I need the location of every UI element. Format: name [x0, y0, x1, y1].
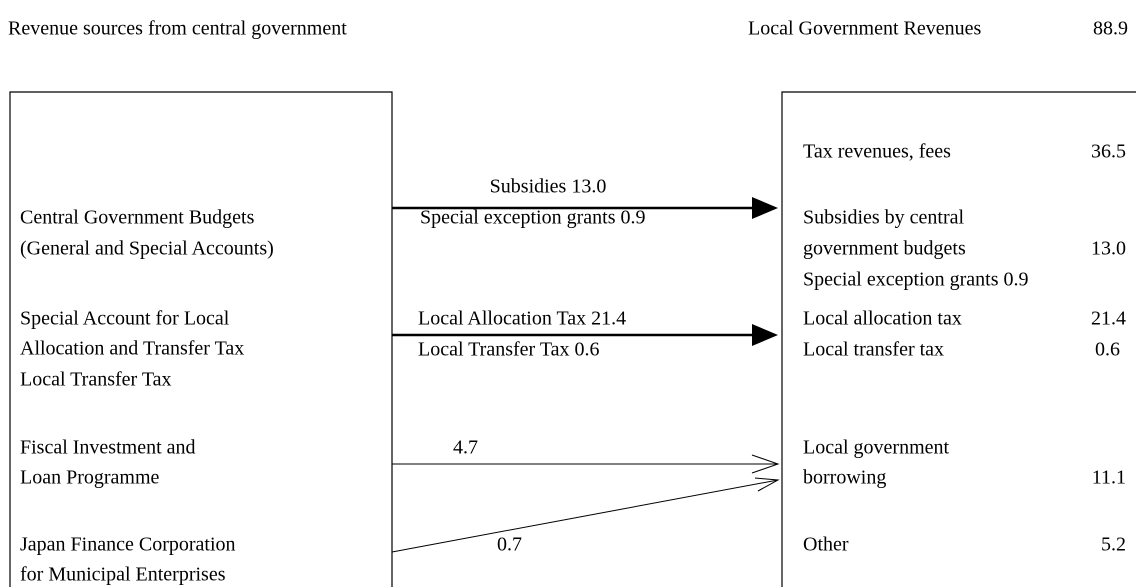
- flow-label: Subsidies 13.0: [490, 176, 607, 198]
- revenue-value: 11.1: [1092, 467, 1126, 489]
- revenue-line: Other: [803, 534, 849, 556]
- revenue-line: Tax revenues, fees: [803, 141, 951, 163]
- source-line: Japan Finance Corporation: [20, 534, 236, 556]
- arrow-head: [752, 324, 778, 346]
- source-line: Fiscal Investment and: [20, 437, 196, 459]
- revenue-value: 36.5: [1091, 141, 1126, 163]
- source-line: Local Transfer Tax: [20, 369, 172, 391]
- revenue-line: Local government: [803, 437, 949, 459]
- revenue-line: Subsidies by central: [803, 207, 965, 229]
- flow-label: Special exception grants 0.9: [420, 207, 646, 229]
- source-box: [9, 91, 393, 587]
- revenue-box: [781, 91, 1136, 587]
- arrow-head: [752, 197, 778, 219]
- revenue-line: Local allocation tax: [803, 308, 962, 330]
- source-line: (General and Special Accounts): [20, 238, 274, 260]
- revenue-line: Local transfer tax: [803, 339, 944, 361]
- source-line: for Municipal Enterprises: [20, 564, 226, 586]
- revenue-line: borrowing: [803, 467, 886, 489]
- flow-label: 4.7: [453, 437, 478, 459]
- revenue-line: government budgets: [803, 238, 966, 260]
- arrow: [391, 479, 779, 553]
- source-line: Loan Programme: [20, 467, 160, 489]
- flow-label: Local Allocation Tax 21.4: [418, 308, 626, 330]
- revenue-value: 13.0: [1091, 238, 1126, 260]
- arrows: [391, 197, 780, 553]
- revenue-value: 0.6: [1095, 339, 1120, 361]
- source-line: Special Account for Local: [20, 308, 230, 330]
- arrow-head: [754, 477, 780, 492]
- header: Revenue sources from central government …: [8, 18, 1128, 40]
- left-title: Revenue sources from central government: [8, 18, 347, 40]
- flows: Subsidies 13.0 Special exception grants …: [418, 176, 646, 556]
- sources: Central Government Budgets (General and …: [20, 207, 274, 586]
- flow-label: Local Transfer Tax 0.6: [418, 339, 600, 361]
- flow-label: 0.7: [497, 534, 522, 556]
- total: 88.9: [1093, 18, 1128, 40]
- revenue-line: Special exception grants 0.9: [803, 269, 1029, 291]
- source-line: Allocation and Transfer Tax: [20, 338, 244, 360]
- right-title: Local Government Revenues: [748, 18, 981, 40]
- source-line: Central Government Budgets: [20, 207, 255, 229]
- revenue-value: 21.4: [1091, 308, 1126, 330]
- arrow-head: [751, 454, 780, 474]
- revenue-value: 5.2: [1101, 534, 1126, 556]
- revenues: Tax revenues, fees 36.5 Subsidies by cen…: [803, 141, 1126, 556]
